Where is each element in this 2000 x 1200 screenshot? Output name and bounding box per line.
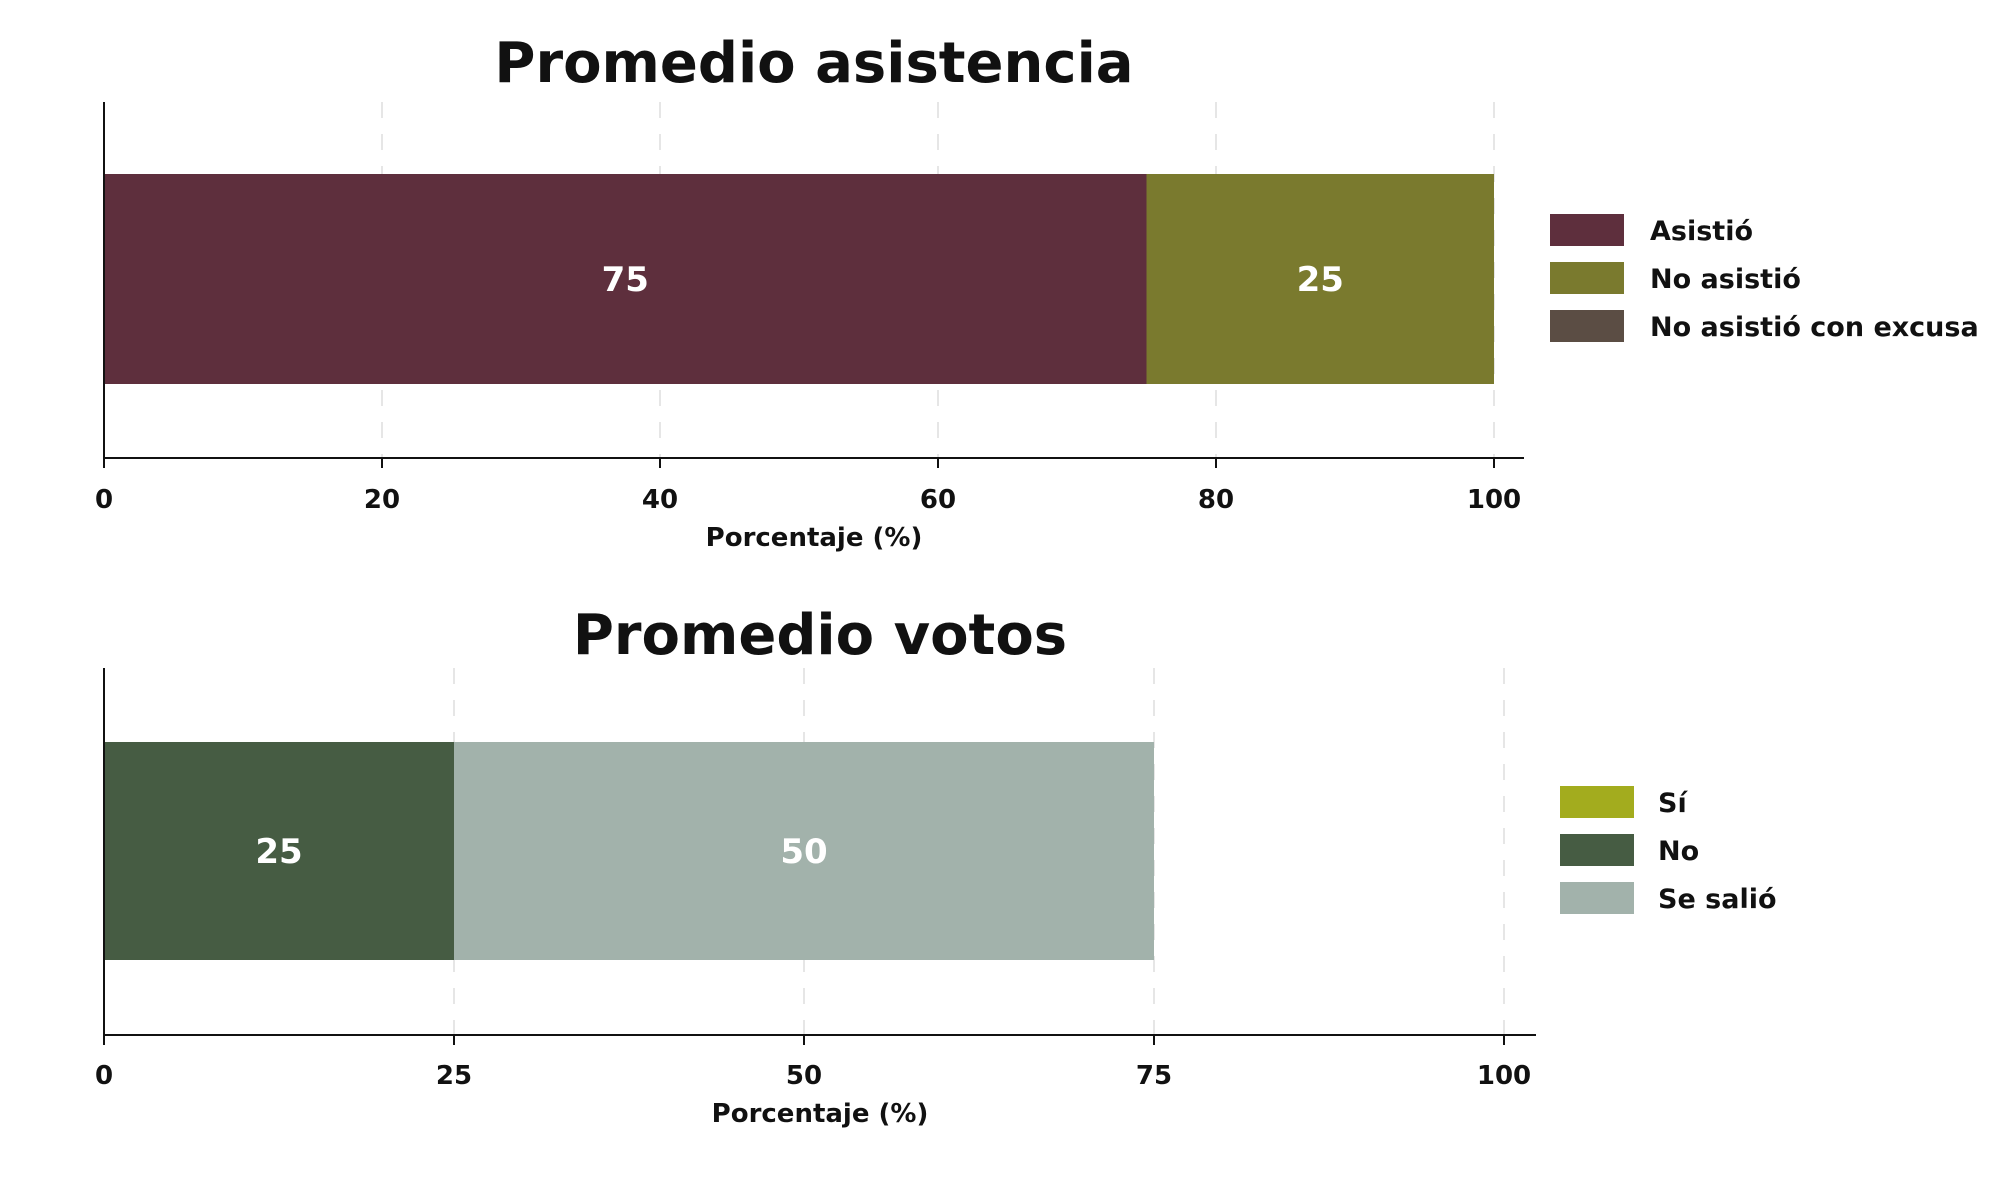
chart-panel-2: Promedio votos 25 50 0 25 50 75 100 Porcentaje (… [95, 603, 1777, 1129]
x-tick-label-25: 25 [436, 1061, 472, 1091]
bar-segment-0 [104, 174, 1147, 384]
x-tick-label-20: 20 [364, 485, 400, 515]
legend-label-1: No [1658, 836, 1699, 867]
bar-value-label-0: 75 [602, 260, 649, 300]
bar-value-label-1: 25 [1297, 260, 1344, 300]
bar-segment-1 [1146, 174, 1494, 384]
x-tick-label-80: 80 [1198, 485, 1234, 515]
x-tick-label-0: 0 [95, 485, 113, 515]
legend-swatch-2 [1550, 310, 1624, 342]
bar-segment-2 [454, 742, 1154, 960]
chart-title: Promedio asistencia [494, 31, 1133, 96]
x-tick-label-50: 50 [786, 1061, 822, 1091]
legend-swatch-1 [1550, 262, 1624, 294]
x-tick-label-60: 60 [920, 485, 956, 515]
bar-value-label-2: 50 [780, 832, 827, 872]
x-tick-label-75: 75 [1136, 1061, 1172, 1091]
legend-swatch-1 [1560, 834, 1634, 866]
x-tick-label-0: 0 [95, 1061, 113, 1091]
bar-value-label-1: 25 [255, 832, 302, 872]
legend-label-2: No asistió con excusa [1650, 312, 1979, 343]
legend-label-1: No asistió [1650, 264, 1801, 295]
bar-segment-1 [104, 742, 454, 960]
legend-swatch-0 [1550, 214, 1624, 246]
x-tick-label-40: 40 [642, 485, 678, 515]
x-tick-label-100: 100 [1467, 485, 1521, 515]
legend-swatch-2 [1560, 882, 1634, 914]
legend-label-0: Asistió [1650, 216, 1753, 247]
chart-title: Promedio votos [573, 603, 1067, 668]
x-tick-label-100: 100 [1477, 1061, 1531, 1091]
legend: Asistió No asistió No asistió con excusa [1550, 214, 1979, 343]
chart-panel-1: Promedio asistencia 75 25 0 20 40 60 80 100 Porce… [95, 31, 1979, 553]
legend-label-2: Se salió [1658, 884, 1777, 915]
legend: Sí No Se salió [1560, 786, 1777, 915]
x-axis-label: Porcentaje (%) [706, 523, 923, 553]
legend-label-0: Sí [1658, 788, 1688, 819]
legend-swatch-0 [1560, 786, 1634, 818]
x-axis-label: Porcentaje (%) [712, 1099, 929, 1129]
